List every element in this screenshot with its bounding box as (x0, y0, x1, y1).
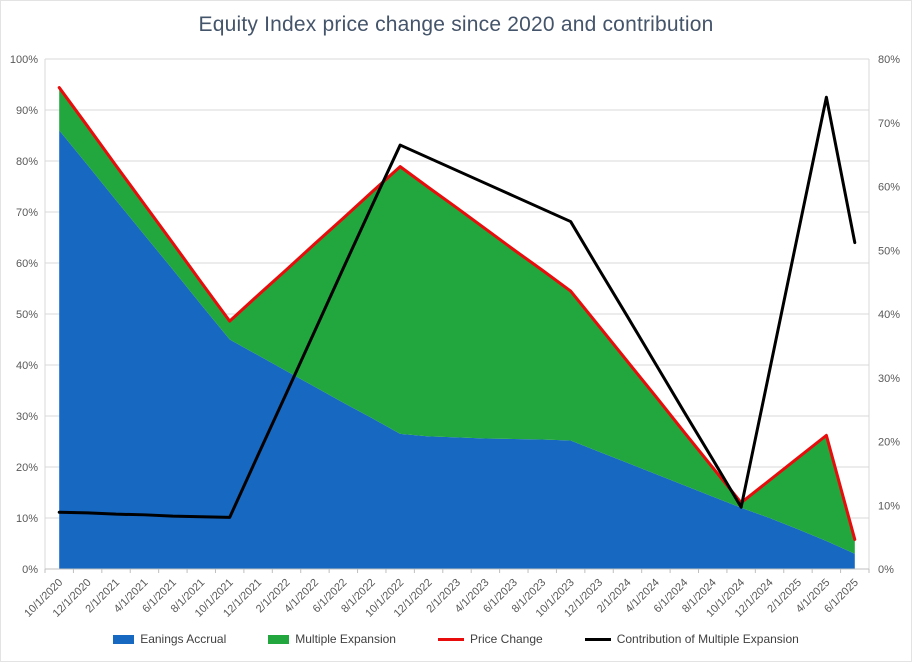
legend-swatch-eanings-accrual (113, 634, 135, 644)
y-axis-label-right: 60% (878, 182, 900, 194)
legend-label: Price Change (469, 632, 543, 646)
y-axis-label-right: 80% (878, 54, 900, 66)
legend-item-eanings-accrual: Eanings Accrual (113, 632, 226, 646)
y-axis-label-left: 30% (16, 411, 38, 423)
y-axis-label-left: 60% (16, 258, 38, 270)
y-axis-label-left: 0% (22, 564, 38, 576)
y-axis-label-right: 40% (878, 309, 900, 321)
y-axis-label-right: 0% (878, 564, 894, 576)
legend-item-contribution-of-multiple-expansion: Contribution of Multiple Expansion (584, 632, 799, 646)
y-axis-label-right: 30% (878, 373, 900, 385)
y-axis-label-right: 20% (878, 437, 900, 449)
y-axis-label-left: 50% (16, 309, 38, 321)
y-axis-label-left: 70% (16, 207, 38, 219)
y-axis-label-left: 40% (16, 360, 38, 372)
y-axis-label-right: 50% (878, 245, 900, 257)
line-contribution-of-multiple-expansion (57, 95, 857, 519)
legend-item-price-change: Price Change (437, 632, 543, 646)
area-multiple-expansion (59, 87, 855, 554)
y-axis-label-left: 90% (16, 105, 38, 117)
y-axis-label-left: 80% (16, 156, 38, 168)
legend-label: Contribution of Multiple Expansion (616, 632, 799, 646)
y-axis-label-right: 10% (878, 500, 900, 512)
legend: Eanings Accrual Multiple Expansion Price C… (1, 632, 911, 646)
legend-swatch-multiple-expansion (268, 634, 290, 644)
chart-title: Equity Index price change since 2020 and… (198, 13, 714, 36)
y-axis-label-left: 10% (16, 513, 38, 525)
y-axis-label-right: 70% (878, 118, 900, 130)
legend-item-multiple-expansion: Multiple Expansion (268, 632, 396, 646)
legend-label: Multiple Expansion (295, 632, 396, 646)
legend-label: Eanings Accrual (140, 632, 227, 646)
line-price-change (57, 86, 857, 541)
area-eanings-accrual (59, 130, 855, 569)
y-axis-label-left: 20% (16, 462, 38, 474)
y-axis-label-left: 100% (10, 54, 38, 66)
legend-swatch-contribution-of-multiple-expansion (584, 637, 611, 641)
legend-swatch-price-change (437, 637, 464, 641)
